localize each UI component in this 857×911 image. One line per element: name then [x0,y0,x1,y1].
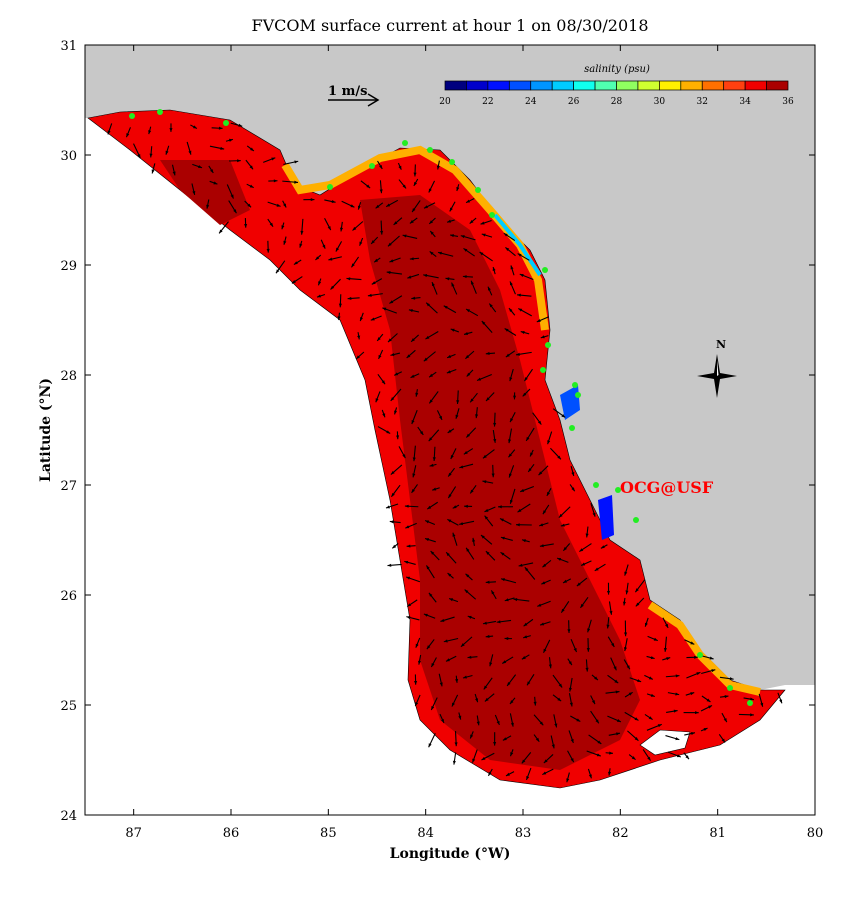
colorbar-swatch [445,81,466,90]
station-marker [402,140,408,146]
colorbar-tick-label: 34 [739,97,751,107]
x-tick-label: 83 [515,826,532,841]
colorbar-tick-label: 24 [525,97,537,107]
colorbar-swatch [745,81,766,90]
colorbar-swatch [702,81,723,90]
colorbar-tick-label: 28 [611,97,623,107]
x-tick-label: 85 [320,826,337,841]
x-axis-label: Longitude (°W) [390,846,511,862]
station-marker [540,367,546,373]
y-axis-label: Latitude (°N) [38,378,54,482]
y-tick-label: 24 [60,809,77,824]
colorbar-tick-label: 22 [482,97,493,107]
colorbar-swatch [681,81,702,90]
colorbar-swatch [488,81,509,90]
station-marker [157,109,163,115]
colorbar-swatch [724,81,745,90]
y-tick-label: 25 [60,699,77,714]
colorbar-swatch [617,81,638,90]
station-marker [545,342,551,348]
colorbar-swatch [531,81,552,90]
colorbar-swatch [638,81,659,90]
station-marker [747,700,753,706]
station-marker [475,187,481,193]
station-marker [369,163,375,169]
x-tick-label: 86 [223,826,240,841]
station-marker [223,120,229,126]
station-marker [427,147,433,153]
y-tick-label: 26 [60,589,77,604]
station-marker [129,113,135,119]
station-marker [569,425,575,431]
y-tick-label: 30 [60,149,77,164]
station-marker [575,392,581,398]
current-vector-head [386,505,390,508]
colorbar-tick-label: 20 [439,97,451,107]
colorbar-swatch [659,81,680,90]
colorbar-tick-label: 30 [654,97,666,107]
map-title: FVCOM surface current at hour 1 on 08/30… [251,16,648,35]
current-vector-head [779,699,782,703]
station-marker [449,159,455,165]
station-marker [633,517,639,523]
x-tick-label: 82 [612,826,629,841]
colorbar-swatch [574,81,595,90]
y-tick-label: 27 [60,479,77,494]
y-tick-label: 29 [60,259,77,274]
north-label: N [716,338,726,351]
station-marker [727,685,733,691]
y-tick-label: 31 [60,39,77,54]
station-marker [593,482,599,488]
x-tick-label: 80 [807,826,824,841]
colorbar-swatch [466,81,487,90]
colorbar-swatch [509,81,530,90]
credit-label: OCG@USF [620,478,714,497]
colorbar-tick-label: 26 [568,97,580,107]
colorbar-tick-label: 32 [697,97,708,107]
station-marker [572,382,578,388]
x-tick-label: 81 [709,826,726,841]
x-tick-label: 87 [125,826,142,841]
station-marker [489,212,495,218]
station-marker [697,652,703,658]
station-marker [327,184,333,190]
station-marker [542,267,548,273]
colorbar-swatch [552,81,573,90]
scale-arrow-label: 1 m/s [328,84,367,99]
colorbar-swatch [595,81,616,90]
colorbar-tick-label: 36 [782,97,794,107]
y-tick-label: 28 [60,369,77,384]
colorbar-title: salinity (psu) [584,64,650,75]
colorbar-swatch [767,81,788,90]
x-tick-label: 84 [417,826,434,841]
